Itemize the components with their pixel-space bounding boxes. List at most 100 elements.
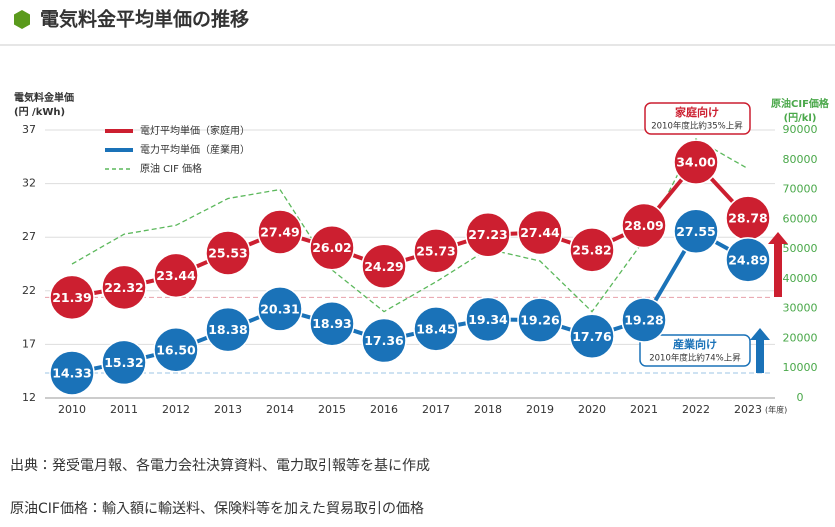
data-label: 17.36 bbox=[364, 333, 404, 348]
x-tick-label: 2011 bbox=[110, 403, 138, 416]
x-tick-label: 2013 bbox=[214, 403, 242, 416]
y-axis-label: (円 /kWh) bbox=[14, 106, 65, 118]
annotation-box bbox=[644, 102, 751, 135]
data-label: 19.28 bbox=[624, 312, 664, 327]
y2-axis-label: (円/kl) bbox=[784, 112, 817, 124]
data-point bbox=[517, 209, 563, 256]
data-point bbox=[101, 264, 147, 311]
annotation-title: 家庭向け bbox=[675, 105, 719, 119]
data-label: 24.89 bbox=[728, 252, 768, 267]
data-point bbox=[465, 296, 511, 343]
data-point bbox=[413, 228, 459, 274]
data-point bbox=[465, 211, 511, 258]
data-point bbox=[101, 339, 147, 386]
data-point bbox=[517, 297, 563, 343]
header-icon bbox=[14, 10, 30, 29]
y2-tick-label: 0 bbox=[797, 391, 804, 404]
data-point bbox=[205, 230, 251, 276]
data-point bbox=[205, 306, 251, 353]
data-label: 15.32 bbox=[104, 355, 144, 370]
x-tick-label: 2014 bbox=[266, 403, 294, 416]
data-label: 16.50 bbox=[156, 342, 196, 357]
x-tick-label: 2023 bbox=[734, 403, 762, 416]
y-tick-label: 32 bbox=[22, 177, 36, 190]
x-tick-label: 2020 bbox=[578, 403, 606, 416]
y-tick-label: 22 bbox=[22, 284, 36, 297]
x-tick-label: 2016 bbox=[370, 403, 398, 416]
data-label: 18.45 bbox=[416, 321, 456, 336]
note: 原油CIF価格：輸入額に輸送料、保険料等を加えた貿易取引の価格 bbox=[10, 500, 424, 517]
data-label: 20.31 bbox=[260, 301, 300, 316]
data-point bbox=[153, 327, 199, 373]
x-tick-label: 2015 bbox=[318, 403, 346, 416]
arrow-industrial bbox=[750, 328, 770, 373]
data-label: 34.00 bbox=[676, 155, 716, 170]
x-tick-label: 2019 bbox=[526, 403, 554, 416]
data-label: 26.02 bbox=[312, 240, 352, 255]
data-label: 28.78 bbox=[728, 211, 768, 226]
y2-tick-label: 90000 bbox=[783, 123, 818, 136]
x-tick-label: 2021 bbox=[630, 403, 658, 416]
y-axis-label: 電気料金単価 bbox=[14, 91, 74, 104]
data-label: 18.38 bbox=[208, 322, 248, 337]
data-point bbox=[257, 286, 303, 332]
x-tick-label: 2012 bbox=[162, 403, 190, 416]
data-label: 21.39 bbox=[52, 290, 92, 305]
y-tick-label: 27 bbox=[22, 230, 36, 243]
legend-label: 原油 CIF 価格 bbox=[140, 162, 202, 175]
arrow-household bbox=[768, 232, 788, 297]
annotation-title: 産業向け bbox=[673, 337, 717, 351]
y-tick-label: 12 bbox=[22, 391, 36, 404]
data-label: 22.32 bbox=[104, 280, 144, 295]
header-title: 電気料金平均単価の推移 bbox=[40, 8, 249, 31]
data-label: 23.44 bbox=[156, 268, 196, 283]
legend-label: 電灯平均単価（家庭用） bbox=[140, 124, 250, 137]
annotation-box bbox=[639, 334, 751, 367]
data-point bbox=[49, 350, 95, 396]
data-point bbox=[569, 227, 615, 273]
data-label: 27.55 bbox=[676, 224, 716, 239]
x-tick-label: 2022 bbox=[682, 403, 710, 416]
x-tick-label: 2017 bbox=[422, 403, 450, 416]
data-point bbox=[309, 224, 355, 271]
data-point bbox=[361, 243, 407, 290]
data-label: 14.33 bbox=[52, 366, 92, 381]
note: 出典：発受電月報、各電力会社決算資料、電力取引報等を基に作成 bbox=[10, 457, 430, 474]
data-point bbox=[49, 274, 95, 321]
data-label: 18.93 bbox=[312, 316, 352, 331]
data-label: 28.09 bbox=[624, 218, 664, 233]
data-point bbox=[673, 139, 719, 185]
data-label: 27.44 bbox=[520, 225, 560, 240]
data-label: 25.53 bbox=[208, 245, 248, 260]
data-label: 25.82 bbox=[572, 242, 612, 257]
y2-tick-label: 30000 bbox=[783, 302, 818, 315]
x-tick-label: 2018 bbox=[474, 403, 502, 416]
y2-tick-label: 70000 bbox=[783, 183, 818, 196]
data-point bbox=[153, 252, 199, 299]
series-line bbox=[71, 138, 749, 313]
data-label: 24.29 bbox=[364, 259, 404, 274]
x-unit: (年度) bbox=[765, 405, 787, 415]
data-point bbox=[621, 297, 667, 343]
y-tick-label: 37 bbox=[22, 123, 36, 136]
data-label: 19.34 bbox=[468, 312, 508, 327]
y2-tick-label: 40000 bbox=[783, 272, 818, 285]
y-tick-label: 17 bbox=[22, 337, 36, 350]
y2-axis-label: 原油CIF価格 bbox=[771, 97, 830, 110]
data-label: 27.49 bbox=[260, 224, 300, 239]
data-point bbox=[673, 208, 719, 255]
data-point bbox=[413, 306, 459, 352]
y2-tick-label: 60000 bbox=[783, 212, 818, 225]
y2-tick-label: 20000 bbox=[783, 331, 818, 344]
data-point bbox=[569, 313, 615, 360]
annotation-text: 2010年度比約74%上昇 bbox=[649, 353, 741, 364]
data-label: 25.73 bbox=[416, 243, 456, 258]
y2-tick-label: 50000 bbox=[783, 242, 818, 255]
data-label: 19.26 bbox=[520, 313, 560, 328]
data-point bbox=[621, 202, 667, 249]
data-label: 27.23 bbox=[468, 227, 508, 242]
legend-label: 電力平均単価（産業用） bbox=[140, 143, 250, 156]
data-label: 17.76 bbox=[572, 329, 612, 344]
data-point bbox=[309, 300, 355, 347]
